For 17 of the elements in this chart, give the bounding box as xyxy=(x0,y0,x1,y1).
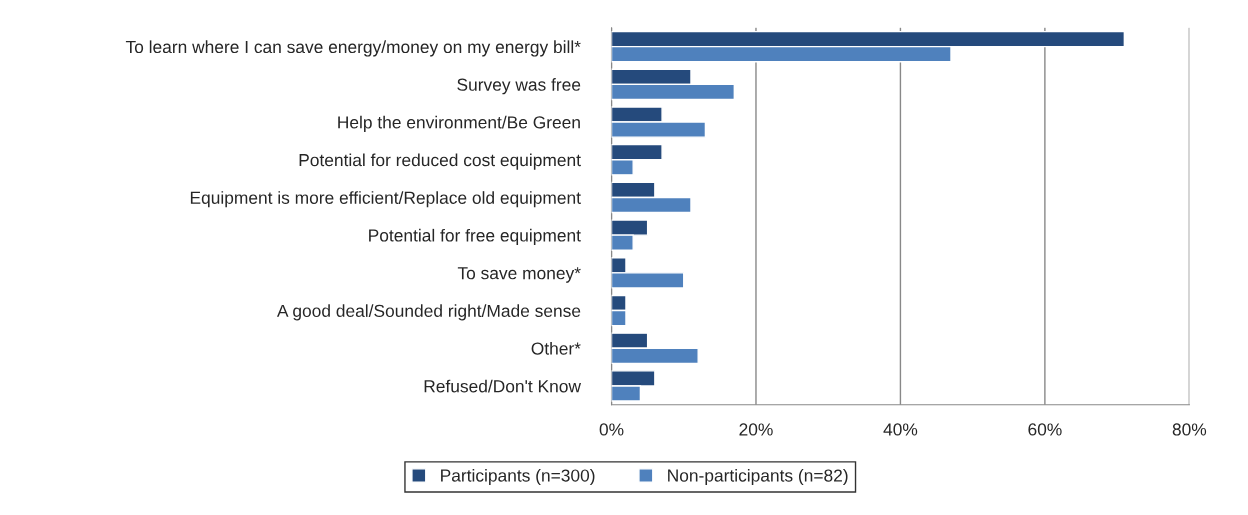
y-tick-label: Survey was free xyxy=(457,78,581,95)
legend-label: Participants (n=300) xyxy=(441,468,595,486)
y-tick-label: A good deal/Sounded right/Made sense xyxy=(276,304,581,321)
y-tick-label: Equipment is more efficient/Replace old equipment xyxy=(190,191,581,208)
y-tick-label: Potential for reduced cost equipment xyxy=(299,153,581,170)
x-tick-label: 20% xyxy=(739,423,773,436)
x-tick-label: 40% xyxy=(883,423,918,436)
x-tick-label: 0% xyxy=(599,423,624,436)
x-tick-label: 60% xyxy=(1028,423,1062,436)
legend-label: Non-participants (n=82) xyxy=(668,468,848,486)
y-tick-label: Refused/Don't Know xyxy=(424,379,582,393)
y-tick-label: To learn where I can save energy/money on my energy bill* xyxy=(125,40,581,57)
y-tick-label: Potential for free equipment xyxy=(369,228,581,246)
y-tick-label: Help the environment/Be Green xyxy=(338,115,580,132)
y-tick-label: Other* xyxy=(531,341,581,355)
y-tick-label: To save money* xyxy=(457,267,581,283)
x-tick-label: 80% xyxy=(1172,423,1207,436)
